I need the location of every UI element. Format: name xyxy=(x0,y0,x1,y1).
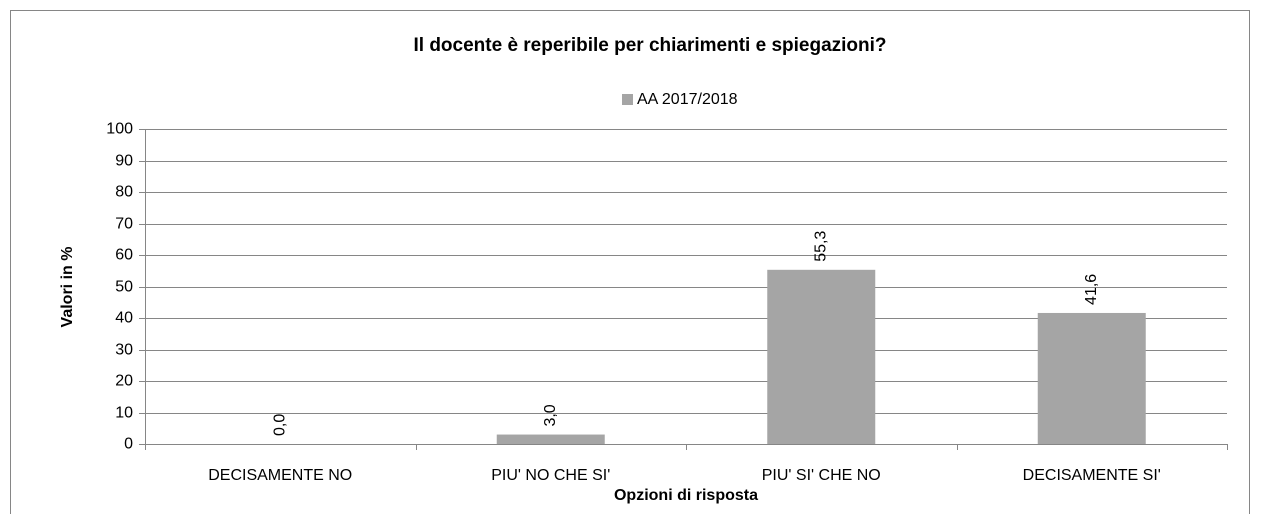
y-tick-label: 60 xyxy=(115,247,133,264)
data-label: 55,3 xyxy=(812,231,829,262)
x-axis-title: Opzioni di risposta xyxy=(614,487,758,504)
y-tick-label: 100 xyxy=(106,121,133,138)
x-tick-label: DECISAMENTE SI' xyxy=(1023,467,1161,484)
y-tick-label: 10 xyxy=(115,405,133,422)
x-tick-label: PIU' SI' CHE NO xyxy=(762,467,881,484)
y-tick-label: 30 xyxy=(115,342,133,359)
chart-title: Il docente è reperibile per chiarimenti … xyxy=(413,35,886,56)
data-label: 0,0 xyxy=(271,414,288,436)
y-tick-label: 40 xyxy=(115,310,133,327)
y-tick-label: 0 xyxy=(124,436,133,453)
legend-label: AA 2017/2018 xyxy=(637,91,738,108)
bar xyxy=(1037,312,1146,444)
bar xyxy=(767,269,876,444)
y-tick-label: 50 xyxy=(115,279,133,296)
y-tick-label: 80 xyxy=(115,184,133,201)
bar xyxy=(496,434,605,444)
legend-swatch xyxy=(622,94,633,105)
y-tick-label: 70 xyxy=(115,216,133,233)
x-tick-label: PIU' NO CHE SI' xyxy=(491,467,610,484)
y-axis-title: Valori in % xyxy=(59,247,76,328)
data-label: 41,6 xyxy=(1083,274,1100,305)
y-tick-label: 20 xyxy=(115,373,133,390)
x-tick-label: DECISAMENTE NO xyxy=(208,467,352,484)
y-tick-label: 90 xyxy=(115,153,133,170)
data-label: 3,0 xyxy=(542,404,559,426)
